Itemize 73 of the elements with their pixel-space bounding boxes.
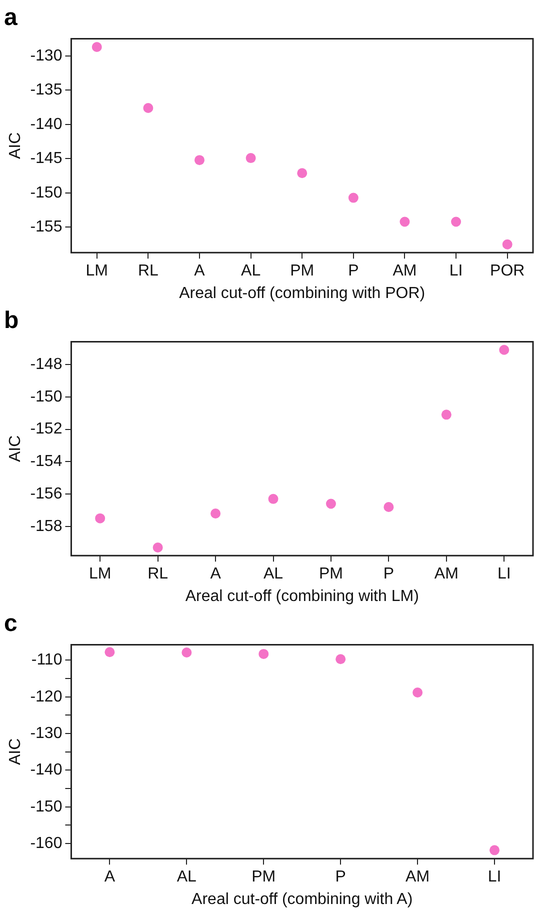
point [336, 654, 346, 664]
x-tick-label: PM [318, 566, 343, 583]
y-tick-label: -156 [30, 485, 62, 502]
x-tick-label: AL [241, 262, 261, 280]
y-tick-label: -135 [30, 82, 62, 99]
point [95, 513, 106, 524]
x-tick-label: POR [490, 262, 525, 280]
x-tick-label: RL [138, 262, 159, 280]
y-tick-label: -150 [30, 184, 62, 202]
chart-title: c [4, 610, 18, 638]
x-tick-label: RL [148, 566, 168, 583]
x-tick-label: LM [88, 566, 112, 583]
chart-title: a [4, 4, 18, 32]
y-axis-title: AIC [7, 435, 24, 462]
point [400, 216, 410, 227]
x-tick-label: PM [290, 262, 314, 280]
point [490, 845, 500, 856]
y-tick-label: -140 [30, 762, 62, 779]
y-tick-label: -150 [30, 388, 62, 406]
x-tick-label: AM [406, 868, 430, 886]
point [412, 687, 423, 698]
x-tick-label: AL [263, 566, 284, 583]
y-tick-label: -130 [30, 724, 62, 742]
x-tick-label: AL [176, 868, 197, 886]
x-tick-label: LM [86, 262, 108, 280]
point [268, 494, 278, 504]
x-tick-label: PM [252, 868, 276, 886]
point [104, 647, 115, 658]
point [451, 216, 462, 227]
x-tick-label: P [335, 868, 346, 886]
y-tick-label: -120 [30, 688, 62, 706]
x-tick-label: A [210, 566, 222, 583]
y-tick-label: -145 [30, 150, 62, 168]
y-tick-label: -160 [30, 834, 62, 852]
x-tick-label: AM [434, 566, 458, 583]
y-tick-label: -110 [31, 652, 62, 669]
point [441, 410, 452, 420]
y-tick-label: -158 [30, 518, 62, 535]
x-tick-label: AM [392, 262, 417, 280]
point [143, 103, 154, 114]
x-tick-label: A [104, 868, 116, 886]
y-tick-label: -154 [30, 453, 62, 470]
y-tick-label: -150 [30, 798, 62, 816]
point [384, 502, 394, 512]
point [499, 344, 510, 355]
x-tick-label: A [194, 262, 206, 280]
x-axis-title: Areal cut-off (combining with POR) [179, 284, 426, 302]
point [258, 648, 269, 659]
y-tick-label: -152 [30, 420, 62, 438]
point [210, 508, 221, 518]
x-axis-title: Areal cut-off (combining with LM) [185, 588, 419, 605]
point [297, 168, 308, 178]
x-tick-label: P [383, 566, 394, 583]
x-tick-label: P [348, 262, 359, 280]
point [182, 648, 192, 658]
point [194, 155, 204, 166]
x-tick-label: LI [488, 868, 502, 886]
y-tick-label: -140 [30, 116, 62, 133]
x-tick-label: LI [449, 262, 463, 280]
x-axis-title: Areal cut-off (combining with A) [192, 890, 413, 908]
point [92, 42, 102, 52]
y-tick-label: -148 [30, 356, 62, 373]
point [246, 153, 256, 164]
y-tick-label: -130 [30, 47, 62, 64]
point [348, 192, 358, 203]
y-axis-title: AIC [7, 132, 24, 160]
y-axis-title: AIC [7, 738, 24, 766]
y-tick-label: -155 [30, 218, 62, 236]
chart-title: b [4, 307, 19, 334]
point [152, 542, 163, 552]
point [326, 498, 336, 509]
point [502, 239, 512, 250]
x-tick-label: LI [497, 566, 511, 583]
